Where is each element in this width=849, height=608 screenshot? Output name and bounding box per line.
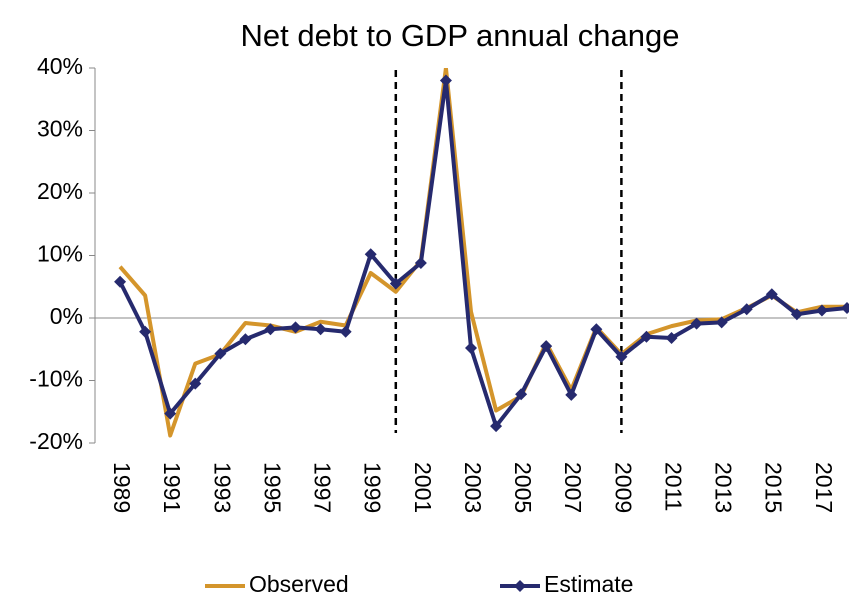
data-point [465,342,477,354]
data-point [490,420,503,433]
x-tick-label: 1995 [259,462,285,513]
data-point [289,321,302,334]
legend-label: Estimate [544,571,633,597]
y-tick-label: 10% [37,241,83,267]
data-point [364,248,377,261]
x-tick-label: 1989 [109,462,135,513]
legend-marker [514,580,526,592]
series-line [118,68,847,438]
x-tick-label: 2017 [811,462,837,513]
data-point [540,340,553,353]
x-tick-label: 2009 [610,462,636,513]
x-tick-label: 2011 [660,462,686,511]
x-tick-label: 1997 [310,462,336,513]
data-point [214,347,227,360]
y-tick-label: 0% [50,303,83,329]
x-tick-label: 2003 [460,462,486,513]
y-tick-label: -20% [29,428,83,454]
data-point [389,277,402,290]
x-tick-label: 2013 [711,462,737,513]
x-tick-label: 2007 [560,462,586,513]
data-point [264,323,277,336]
x-tick-label: 2015 [761,462,787,513]
data-point [565,388,578,401]
data-point [189,377,202,390]
y-tick-label: -10% [29,366,83,392]
x-tick-label: 1999 [360,462,386,513]
y-tick-label: 20% [37,178,83,204]
y-tick-label: 40% [37,53,83,79]
data-point [439,74,452,87]
x-tick-label: 1993 [209,462,235,513]
data-point [515,388,528,401]
data-point [314,323,327,336]
data-point [414,257,427,269]
data-point [815,304,828,317]
data-point [841,302,849,314]
data-point [114,275,127,288]
data-point [139,325,152,338]
x-tick-label: 2005 [510,462,536,513]
series-line [118,78,848,429]
y-tick-label: 30% [37,116,83,142]
data-point [239,333,252,346]
data-point [690,317,703,330]
x-tick-label: 2001 [410,462,436,513]
data-point [765,288,778,301]
data-point [590,323,603,336]
data-point [615,350,628,363]
legend-label: Observed [249,571,349,597]
data-point [640,330,653,343]
data-point [164,407,177,420]
x-tick-label: 1991 [159,462,185,513]
data-point [339,325,352,338]
data-point [790,308,803,321]
data-point [740,303,753,316]
data-point [665,332,678,344]
data-point [715,316,728,329]
chart-title: Net debt to GDP annual change [241,18,680,53]
